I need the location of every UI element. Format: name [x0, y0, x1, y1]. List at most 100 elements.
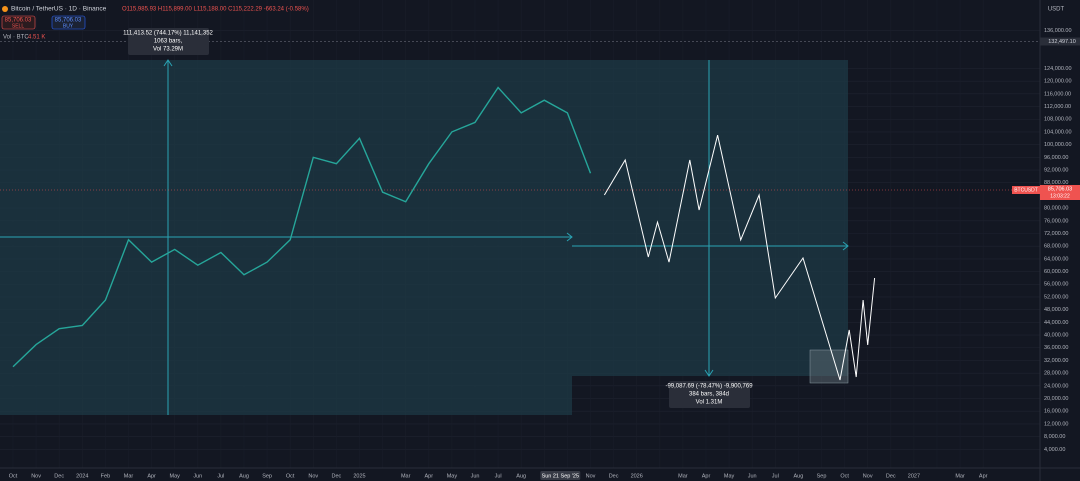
- currency[interactable]: USDT: [1048, 7, 1065, 13]
- x-tick-label: Nov: [586, 473, 596, 479]
- x-tick-label: Sep: [262, 473, 272, 479]
- arrow-heads: [163, 59, 849, 377]
- y-tick-label: 44,000.00: [1044, 320, 1068, 326]
- measure-arrows: [0, 59, 849, 415]
- y-tick-label: 112,000.00: [1044, 104, 1071, 110]
- y-tick-label: 4,000.00: [1044, 447, 1065, 453]
- y-tick-label: 96,000.00: [1044, 155, 1068, 161]
- y-tick-label: 56,000.00: [1044, 282, 1068, 288]
- x-tick-label: Nov: [863, 473, 873, 479]
- measure-down-text: Vol 1.31M: [696, 400, 723, 406]
- x-tick-label: Oct: [286, 473, 295, 479]
- y-tick-label: 52,000.00: [1044, 294, 1068, 300]
- ohlc: O115,985.93 H115,899.00 L115,188.00 C115…: [122, 7, 309, 13]
- x-tick-label: Nov: [31, 473, 41, 479]
- volume-label: Vol · BTC: [3, 35, 29, 41]
- x-tick-label: Mar: [678, 473, 688, 479]
- x-tick-label: Apr: [425, 473, 434, 479]
- x-tick-label: Oct: [840, 473, 849, 479]
- x-tick-label: Dec: [886, 473, 896, 479]
- y-tick-label: 8,000.00: [1044, 434, 1065, 440]
- x-tick-label: 2027: [908, 473, 920, 479]
- x-tick-label: May: [170, 473, 181, 479]
- x-tick-label: Jun: [748, 473, 757, 479]
- x-tick-label: Feb: [101, 473, 110, 479]
- measure-up-box: [128, 28, 209, 55]
- y-tick-label: 80,000.00: [1044, 206, 1068, 212]
- measure-tag: [1040, 37, 1080, 46]
- x-tick-label: 2024: [76, 473, 88, 479]
- x-tick-label: May: [447, 473, 458, 479]
- x-tick-label: Dec: [332, 473, 342, 479]
- sell-price[interactable]: 85,706.03: [5, 18, 32, 24]
- measure-tag-text: 132,497.10: [1048, 39, 1076, 45]
- measure-up-text: Vol 73.29M: [153, 47, 183, 53]
- volume-value: 4.51 K: [28, 35, 45, 41]
- y-tick-label: 20,000.00: [1044, 396, 1068, 402]
- price-tag-text: 85,706.03: [1048, 186, 1072, 192]
- x-tick-label: 2025: [353, 473, 365, 479]
- y-tick-label: 32,000.00: [1044, 358, 1068, 364]
- x-tick-label: Apr: [979, 473, 988, 479]
- y-tick-label: 16,000.00: [1044, 409, 1068, 415]
- sell-label[interactable]: SELL: [12, 23, 24, 29]
- y-tick-label: 68,000.00: [1044, 244, 1068, 250]
- series-line: [603, 134, 876, 381]
- y-tick-label: 136,000.00: [1044, 28, 1072, 34]
- sell-button[interactable]: [1, 15, 36, 30]
- measure-up-text: 1063 bars,: [154, 39, 183, 45]
- y-tick-label: 72,000.00: [1044, 231, 1068, 237]
- x-tick-label: Jul: [495, 473, 502, 479]
- symbol-icon: [2, 6, 8, 12]
- y-tick-label: 60,000.00: [1044, 269, 1068, 275]
- x-tick-label: Mar: [124, 473, 134, 479]
- measure-down-box: [669, 381, 750, 408]
- y-tick-label: 100,000.00: [1044, 142, 1072, 148]
- y-tick-label: 40,000.00: [1044, 333, 1068, 339]
- y-tick-label: 28,000.00: [1044, 371, 1068, 377]
- plot: [0, 86, 1040, 381]
- y-tick-label: 36,000.00: [1044, 345, 1068, 351]
- buy-label[interactable]: BUY: [63, 23, 74, 29]
- x-tick-label: Jun: [471, 473, 480, 479]
- x-tick-label: Nov: [308, 473, 318, 479]
- x-tick-label: Jul: [772, 473, 779, 479]
- x-tick-label: Apr: [147, 473, 156, 479]
- x-tick-label: Dec: [54, 473, 64, 479]
- symbol-tag-text: BTCUSDT: [1014, 187, 1038, 193]
- x-tick-label: Jul: [217, 473, 224, 479]
- y-tick-label: 108,000.00: [1044, 117, 1072, 123]
- y-tick-label: 104,000.00: [1044, 129, 1072, 135]
- y-tick-label: 76,000.00: [1044, 218, 1068, 224]
- y-tick-label: 24,000.00: [1044, 383, 1068, 389]
- y-tick-label: 48,000.00: [1044, 307, 1068, 313]
- x-tick-label: May: [724, 473, 735, 479]
- x-tick-label: Apr: [702, 473, 711, 479]
- y-tick-label: 88,000.00: [1044, 180, 1068, 186]
- countdown-text: 13:03:22: [1050, 193, 1070, 199]
- price-axis: [1040, 0, 1080, 481]
- buy-button[interactable]: [51, 15, 86, 30]
- measure-down-text: 384 bars, 384d: [689, 392, 729, 398]
- y-tick-label: 120,000.00: [1044, 79, 1072, 85]
- symbol-title: Bitcoin / TetherUS · 1D · Binance: [11, 6, 107, 13]
- x-tick-label: Aug: [794, 473, 804, 479]
- y-tick-label: 124,000.00: [1044, 66, 1072, 72]
- buy-price[interactable]: 85,706.03: [55, 18, 82, 24]
- y-tick-label: 116,000.00: [1044, 91, 1071, 97]
- x-tick-label: Mar: [401, 473, 411, 479]
- x-tick-label: Oct: [9, 473, 18, 479]
- series-line: [12, 86, 592, 368]
- y-tick-label: 12,000.00: [1044, 421, 1068, 427]
- x-tick-label: Jun: [193, 473, 202, 479]
- price-tag: [1040, 185, 1080, 201]
- measure-down-text: -99,087.69 (-78.47%) -9,900,769: [665, 384, 753, 390]
- time-highlight: [540, 471, 581, 480]
- y-tick-label: 64,000.00: [1044, 256, 1068, 262]
- y-tick-label: 92,000.00: [1044, 167, 1068, 173]
- x-tick-label: Sep: [817, 473, 827, 479]
- target-box: [809, 349, 849, 384]
- symbol-tag: [1012, 186, 1040, 195]
